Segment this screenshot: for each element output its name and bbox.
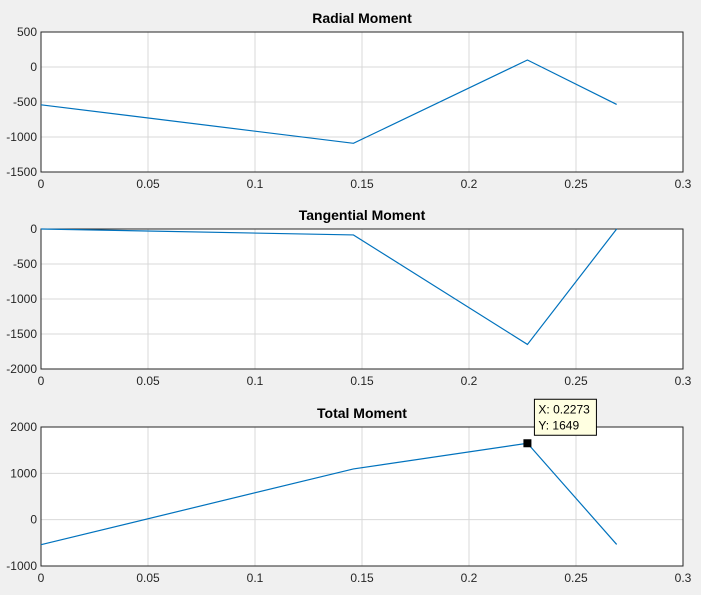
total-y-tick-label: -1000 xyxy=(6,559,37,573)
total-x-tick-label: 0 xyxy=(38,571,45,585)
radial-y-tick-label: -1000 xyxy=(6,130,37,144)
total-x-tick-label: 0.05 xyxy=(136,571,160,585)
radial-x-tick-label: 0.1 xyxy=(247,177,264,191)
tangential-series-line[interactable] xyxy=(40,228,618,346)
radial-x-tick-label: 0 xyxy=(38,177,45,191)
axes-total-moment[interactable]: 0 0.05 0.1 0.15 0.2 0.25 0.3-1000010002000Tota… xyxy=(6,398,692,585)
tangential-x-tick-label: 0 xyxy=(38,374,45,388)
axes-radial-moment[interactable]: 0 0.05 0.1 0.15 0.2 0.25 0.3 -1500 -1000 -500 0 500… xyxy=(6,10,691,191)
radial-series-line[interactable] xyxy=(40,59,617,144)
tangential-y-tick-label: -2000 xyxy=(6,362,37,376)
radial-x-tick-label: 0.2 xyxy=(461,177,478,191)
tangential-x-tick-label: 0.25 xyxy=(564,374,588,388)
tangential-x-tick-label: 0.15 xyxy=(350,374,374,388)
datatip-y-value: Y: 1649 xyxy=(538,418,579,432)
total-x-tick-label: 0.25 xyxy=(564,571,588,585)
radial-x-tick-label: 0.3 xyxy=(675,177,692,191)
radial-y-tick-label: -500 xyxy=(13,95,37,109)
tangential-x-tick-label: 0.2 xyxy=(461,374,478,388)
total-y-tick-label: 1000 xyxy=(10,466,37,480)
datatip-x-value: X: 0.2273 xyxy=(538,402,590,416)
radial-axes-border xyxy=(40,31,684,173)
axes-tangential-moment[interactable]: 0 0.05 0.1 0.15 0.2 0.25 0.3 -2000 -1500 -1000 -50… xyxy=(6,207,691,388)
tangential-x-tick-label: 0.3 xyxy=(675,374,692,388)
tangential-axes-border xyxy=(40,228,684,370)
tangential-y-tick-label: -500 xyxy=(13,257,37,271)
radial-y-tick-label: 0 xyxy=(30,60,37,74)
total-y-tick-label: 0 xyxy=(30,513,37,527)
total-chart-title: Total Moment xyxy=(317,405,407,421)
datatip-marker[interactable] xyxy=(523,439,532,448)
radial-y-tick-label: 500 xyxy=(17,25,37,39)
total-series-line[interactable] xyxy=(40,442,618,546)
tangential-y-tick-label: -1000 xyxy=(6,292,37,306)
total-axes-border xyxy=(40,426,684,567)
radial-chart-title: Radial Moment xyxy=(312,10,412,26)
tangential-y-tick-label: 0 xyxy=(30,222,37,236)
radial-x-tick-label: 0.05 xyxy=(136,177,160,191)
total-x-tick-label: 0.3 xyxy=(675,571,692,585)
total-x-tick-label: 0.2 xyxy=(461,571,478,585)
tangential-x-tick-label: 0.05 xyxy=(136,374,160,388)
total-x-tick-label: 0.15 xyxy=(350,571,374,585)
datatip-box[interactable] xyxy=(533,398,597,436)
total-y-tick-label: 2000 xyxy=(10,420,37,434)
tangential-x-tick-label: 0.1 xyxy=(247,374,264,388)
tangential-y-tick-label: -1500 xyxy=(6,327,37,341)
total-x-tick-label: 0.1 xyxy=(247,571,264,585)
radial-y-tick-label: -1500 xyxy=(6,165,37,179)
radial-x-tick-label: 0.15 xyxy=(350,177,374,191)
radial-x-tick-label: 0.25 xyxy=(564,177,588,191)
tangential-chart-title: Tangential Moment xyxy=(299,207,426,223)
